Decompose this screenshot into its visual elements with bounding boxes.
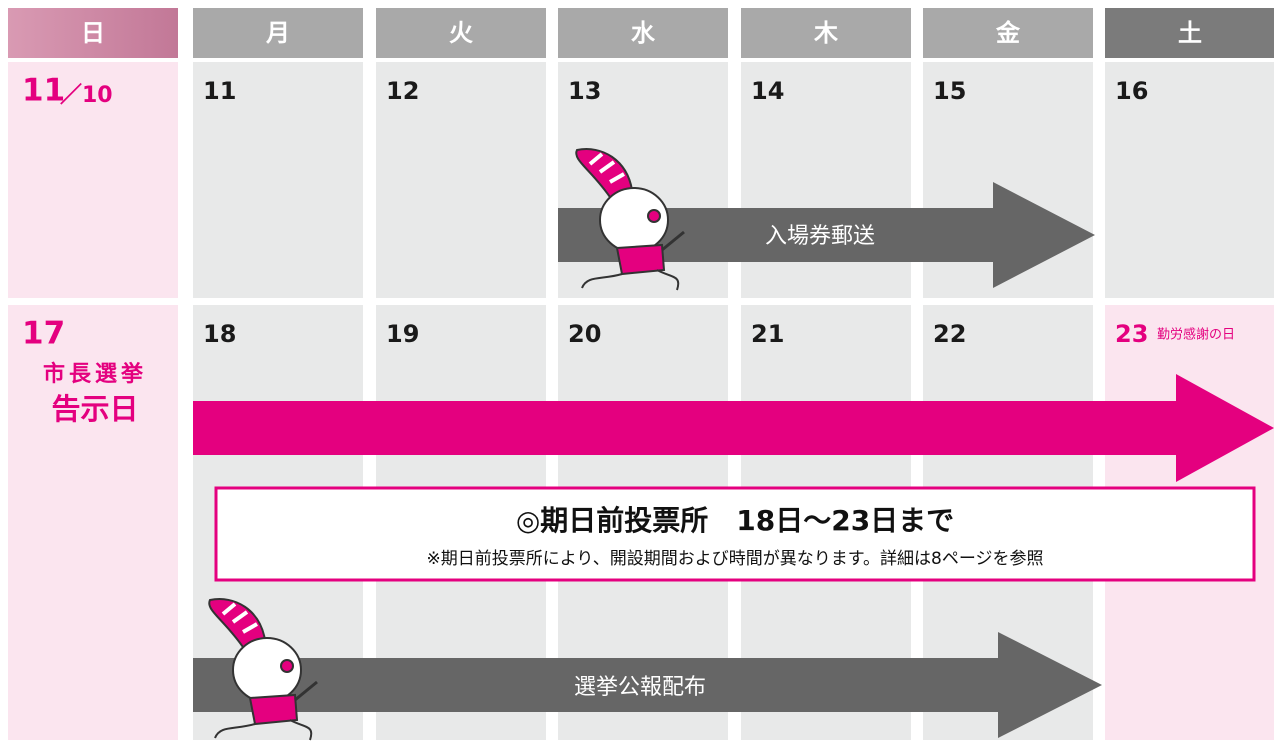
mascot-arm bbox=[294, 680, 318, 702]
date: 17 bbox=[22, 316, 65, 352]
day-cell bbox=[193, 62, 363, 298]
note: 告示日 bbox=[51, 392, 138, 426]
arrow bbox=[193, 632, 1102, 738]
mascot-body bbox=[248, 693, 299, 726]
date: 11 bbox=[22, 73, 65, 109]
date: 15 bbox=[933, 77, 966, 105]
header-day: 土 bbox=[1178, 19, 1202, 47]
note: 市長選挙 bbox=[43, 361, 147, 387]
day-cell bbox=[8, 305, 178, 740]
header-day: 金 bbox=[995, 19, 1021, 47]
mascot-legs bbox=[214, 719, 313, 741]
mascot-eye bbox=[280, 659, 294, 673]
mascot-eye bbox=[647, 209, 661, 223]
notice-detail: ※期日前投票所により、開設期間および時間が異なります。詳細は8ページを参照 bbox=[427, 549, 1044, 569]
header-day: 月 bbox=[265, 19, 290, 47]
date: 12 bbox=[386, 77, 419, 105]
day-cell bbox=[8, 62, 178, 298]
header-cell bbox=[193, 8, 363, 58]
mascot-body bbox=[615, 243, 666, 276]
event-label: 入場券郵送 bbox=[765, 224, 875, 249]
notice-title: ◎期日前投票所 18日～23日まで bbox=[516, 504, 954, 537]
date-sub: ／10 bbox=[60, 83, 113, 108]
header-day: 日 bbox=[81, 19, 105, 47]
event-label: 選挙公報配布 bbox=[574, 675, 706, 700]
day-cell bbox=[376, 62, 546, 298]
mascot-ear bbox=[588, 152, 625, 184]
header-cell bbox=[923, 8, 1093, 58]
arrow bbox=[193, 374, 1274, 482]
date: 21 bbox=[751, 320, 784, 348]
date: 20 bbox=[568, 320, 601, 348]
header-day: 水 bbox=[631, 19, 656, 47]
date: 22 bbox=[933, 320, 966, 348]
header-cell bbox=[8, 8, 178, 58]
date: 14 bbox=[751, 77, 784, 105]
mascot bbox=[575, 148, 685, 291]
header-cell bbox=[741, 8, 911, 58]
header-cell bbox=[376, 8, 546, 58]
arrow bbox=[558, 182, 1095, 288]
header-cell bbox=[558, 8, 728, 58]
date: 13 bbox=[568, 77, 601, 105]
header-day: 火 bbox=[449, 19, 473, 47]
header-cell bbox=[1105, 8, 1274, 58]
notice-box bbox=[214, 486, 1256, 582]
date: 19 bbox=[386, 320, 419, 348]
header-day: 木 bbox=[813, 19, 839, 47]
date: 18 bbox=[203, 320, 236, 348]
mascot-ear bbox=[221, 602, 258, 634]
date: 16 bbox=[1115, 77, 1148, 105]
date: 23 bbox=[1115, 320, 1148, 348]
day-cell bbox=[1105, 62, 1274, 298]
mascot-legs bbox=[581, 269, 680, 291]
date: 11 bbox=[203, 77, 236, 105]
mascot bbox=[208, 598, 318, 741]
mascot-arm bbox=[661, 230, 685, 252]
holiday-name: 勤労感謝の日 bbox=[1157, 327, 1235, 343]
